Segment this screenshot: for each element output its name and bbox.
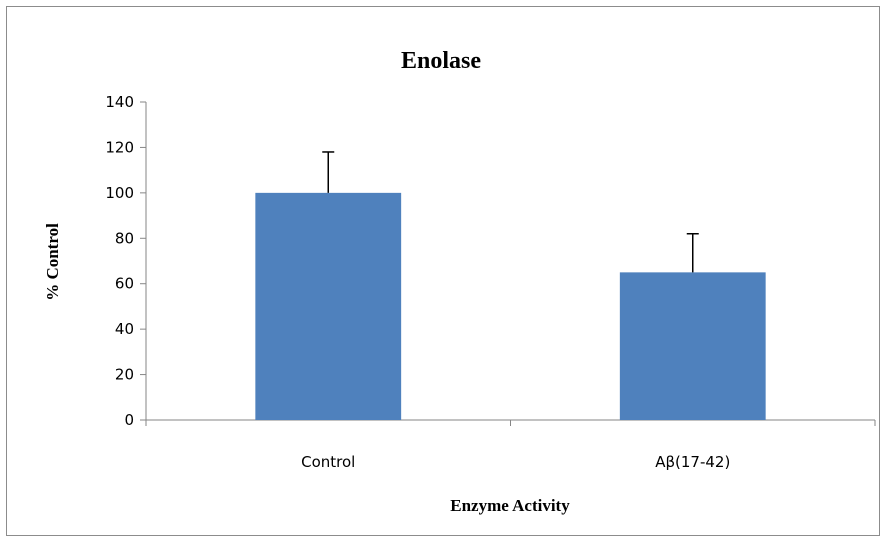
bars [255, 192, 766, 420]
chart-frame [6, 6, 880, 536]
x-tick-label: Aβ(17-42) [655, 453, 730, 471]
bar [619, 272, 766, 420]
chart-title: Enolase [401, 48, 481, 74]
y-axis-label: % Control [43, 223, 62, 301]
y-tick-label: 100 [105, 184, 134, 202]
bar [255, 192, 402, 420]
y-tick-label: 60 [115, 275, 134, 293]
x-axis-label: Enzyme Activity [450, 496, 570, 515]
y-tick-label: 20 [115, 366, 134, 384]
y-tick-label: 120 [105, 138, 134, 156]
y-tick-label: 140 [105, 93, 134, 111]
y-tick-label: 0 [124, 411, 134, 429]
error-bars [322, 151, 699, 273]
y-tick-label: 80 [115, 229, 134, 247]
x-tick-label: Control [301, 453, 355, 471]
y-tick-label: 40 [115, 320, 134, 338]
tick-labels: 0 20 40 60 80 100 120 140 Control Aβ(17-42) [105, 93, 730, 471]
